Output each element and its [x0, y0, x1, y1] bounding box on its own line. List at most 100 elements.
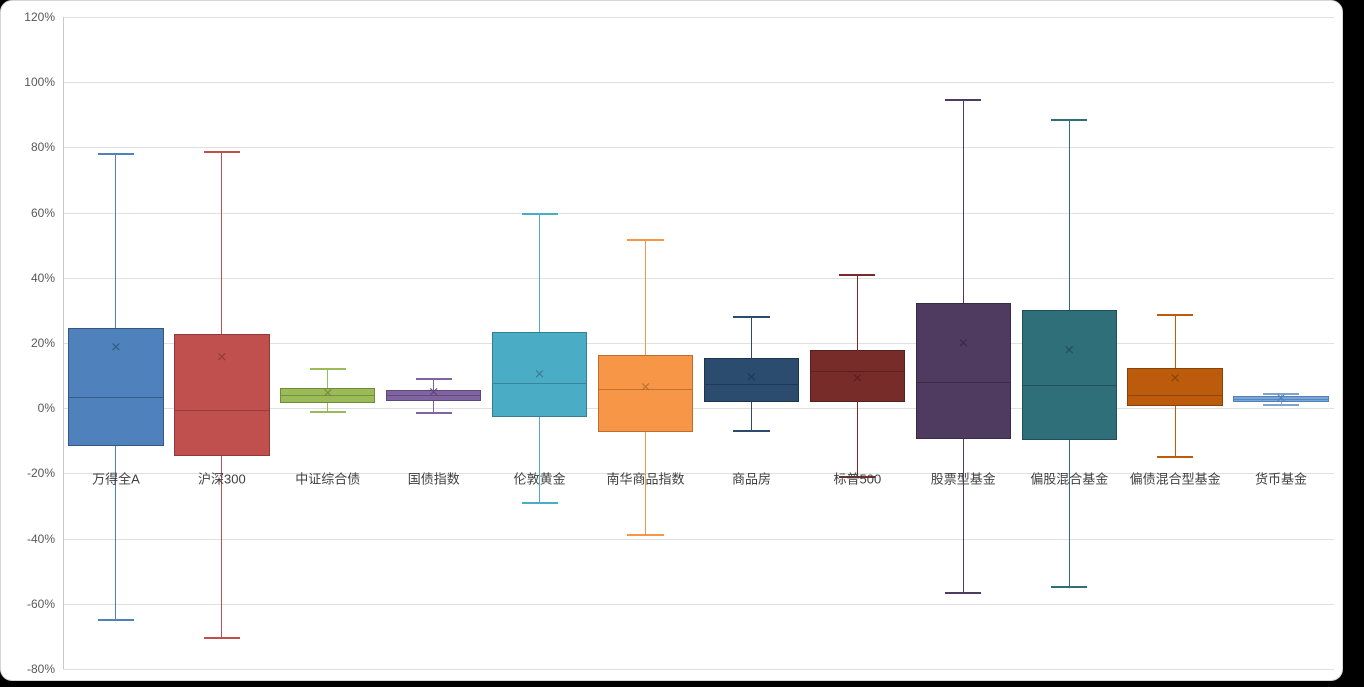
median-line — [386, 395, 482, 397]
y-axis-tick-label: 0% — [37, 401, 55, 416]
mean-marker: ✕ — [1169, 371, 1181, 387]
mean-marker: ✕ — [534, 367, 546, 383]
lower-whisker-cap — [521, 501, 558, 504]
plot-area: 120% 100% 80% 60% 40% 20% 0% -20% -40% -60% -80% ✕ ✕… — [1, 1, 1342, 680]
gridline — [63, 17, 1334, 18]
gridline — [63, 473, 1334, 475]
median-line — [280, 394, 376, 396]
box-plot-box — [491, 331, 588, 418]
lower-whisker-line — [1280, 402, 1282, 405]
lower-whisker-line — [1174, 405, 1176, 458]
gridline — [63, 343, 1334, 344]
y-axis-tick-label: -80% — [26, 662, 55, 676]
mean-marker: ✕ — [851, 371, 863, 387]
upper-whisker-cap — [1157, 313, 1194, 316]
lower-whisker-cap — [97, 619, 135, 622]
box-plot-box — [703, 357, 800, 402]
mean-marker: ✕ — [746, 370, 757, 386]
lower-whisker-cap — [627, 534, 664, 537]
category-label: 伦敦黄金 — [513, 471, 566, 487]
category-label: 沪深300 — [198, 471, 246, 487]
category-label: 中证综合债 — [295, 471, 361, 487]
y-axis-tick-label: -60% — [26, 596, 55, 611]
box-plot-box — [68, 328, 164, 446]
box-plot-box — [174, 333, 270, 457]
lower-whisker-line — [856, 402, 858, 477]
lower-whisker-cap — [733, 429, 770, 432]
upper-whisker-line — [327, 369, 329, 388]
upper-whisker-line — [539, 214, 541, 332]
box-plot-box — [1233, 396, 1329, 403]
median-line — [915, 381, 1011, 383]
upper-whisker-line — [433, 379, 435, 391]
lower-whisker-line — [750, 402, 752, 431]
y-axis-tick-label: 80% — [30, 140, 55, 155]
box-plot-box — [597, 355, 694, 432]
lower-whisker-cap — [1262, 403, 1300, 406]
mean-marker: ✕ — [216, 350, 228, 366]
lower-whisker-line — [645, 431, 647, 536]
upper-whisker-cap — [733, 316, 770, 319]
median-line — [597, 389, 694, 391]
gridline — [63, 538, 1334, 540]
mean-marker: ✕ — [1275, 391, 1287, 407]
lower-whisker-cap — [203, 637, 240, 640]
lower-whisker-line — [539, 417, 541, 503]
lower-whisker-cap — [945, 592, 982, 595]
upper-whisker-cap — [309, 368, 346, 371]
upper-whisker-cap — [203, 151, 240, 154]
category-label: 商品房 — [731, 471, 771, 487]
y-axis-tick-label: 100% — [24, 75, 55, 90]
mean-marker: ✕ — [640, 380, 651, 396]
y-axis-tick-label: 60% — [30, 205, 55, 220]
upper-whisker-cap — [627, 239, 664, 242]
upper-whisker-cap — [945, 99, 982, 102]
category-label: 国债指数 — [407, 471, 460, 487]
category-label: 偏股混合基金 — [1030, 471, 1109, 487]
gridline — [63, 408, 1334, 410]
mean-marker: ✕ — [1063, 343, 1075, 359]
y-axis-tick-label: 120% — [24, 10, 55, 24]
category-label: 标普500 — [833, 471, 882, 487]
plot-left-border — [63, 17, 64, 669]
upper-whisker-line — [115, 153, 117, 329]
gridline — [63, 669, 1334, 670]
lower-whisker-line — [221, 456, 223, 639]
median-line — [1021, 385, 1117, 387]
median-line — [703, 384, 800, 386]
upper-whisker-line — [1174, 314, 1176, 369]
y-axis-tick-label: 40% — [30, 270, 55, 285]
gridline — [63, 603, 1334, 605]
mean-marker: ✕ — [110, 340, 122, 356]
lower-whisker-line — [327, 403, 329, 413]
lower-whisker-cap — [309, 411, 346, 414]
upper-whisker-line — [750, 317, 752, 358]
lower-whisker-line — [433, 401, 435, 413]
category-label: 货币基金 — [1255, 471, 1308, 487]
box-plot-box — [809, 349, 906, 403]
upper-whisker-cap — [97, 152, 135, 155]
lower-whisker-cap — [839, 475, 876, 478]
upper-whisker-cap — [1051, 118, 1088, 121]
lower-whisker-line — [115, 445, 117, 621]
category-label: 股票型基金 — [930, 471, 996, 487]
upper-whisker-line — [645, 240, 647, 356]
upper-whisker-line — [221, 152, 223, 334]
median-line — [174, 409, 270, 411]
upper-whisker-cap — [415, 378, 452, 381]
gridline — [63, 212, 1334, 214]
box-plot-box — [1127, 368, 1223, 406]
mean-marker: ✕ — [428, 385, 440, 401]
lower-whisker-cap — [1157, 456, 1194, 459]
upper-whisker-cap — [521, 213, 558, 216]
lower-whisker-line — [962, 439, 964, 594]
lower-whisker-line — [1068, 439, 1070, 587]
y-axis-tick-label: -20% — [26, 466, 55, 481]
median-line — [1233, 399, 1329, 401]
y-axis-tick-label: 20% — [30, 336, 55, 350]
lower-whisker-cap — [1051, 585, 1088, 588]
chart-card: 120% 100% 80% 60% 40% 20% 0% -20% -40% -60% -80% ✕ ✕… — [0, 0, 1343, 681]
gridline — [63, 82, 1334, 84]
upper-whisker-line — [962, 100, 964, 303]
median-line — [809, 370, 906, 372]
